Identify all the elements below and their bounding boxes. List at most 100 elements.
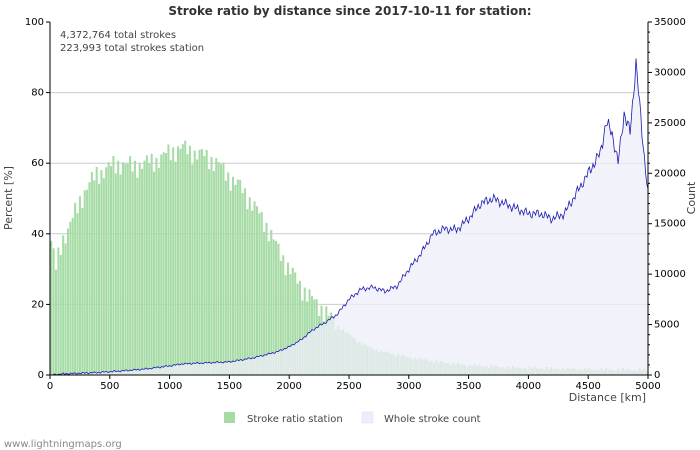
ratio-bar [165, 153, 168, 375]
ratio-bar [112, 155, 115, 375]
ratio-bar [181, 144, 184, 375]
ratio-bar [236, 179, 239, 375]
ratio-bar [193, 150, 196, 375]
ratio-bar [263, 231, 266, 375]
ratio-bar [174, 161, 177, 375]
ratio-bar [291, 267, 294, 375]
ratio-bar [71, 217, 74, 375]
legend-swatch-count [361, 411, 374, 424]
axes [46, 21, 652, 379]
ratio-bar [287, 262, 290, 375]
y-right-tick-label: 20000 [654, 168, 686, 179]
x-axis-label: Distance [km] [569, 391, 646, 404]
ratio-bar [296, 283, 299, 375]
ratio-bar [224, 180, 227, 375]
ratio-bar [69, 221, 72, 375]
ratio-bar [59, 254, 62, 375]
ratio-bar [253, 201, 256, 375]
ratio-bar [212, 170, 215, 375]
ratio-bar [303, 287, 306, 375]
ratio-bar [196, 159, 199, 375]
ratio-bar [64, 243, 67, 375]
ratio-bar [184, 140, 187, 375]
y-right-tick-label: 35000 [654, 17, 686, 28]
ratio-bar [133, 160, 136, 375]
ratio-bar [119, 174, 122, 375]
y-left-tick-label: 80 [31, 88, 44, 99]
ratio-bar [301, 300, 304, 375]
ratio-bar [294, 272, 297, 375]
ratio-bar [107, 162, 110, 375]
x-tick-label: 2500 [336, 381, 361, 392]
ratio-bar [95, 166, 98, 375]
ratio-bar [200, 148, 203, 375]
ratio-bar [138, 163, 141, 375]
ratio-bar [258, 213, 261, 375]
count-area-fill [52, 58, 649, 376]
y-axis-right-label: Count [685, 181, 698, 214]
x-tick-label: 2000 [276, 381, 301, 392]
ratio-bar [191, 164, 194, 375]
ratio-bar [167, 144, 170, 375]
ratio-bar [50, 240, 53, 375]
y-right-tick-label: 5000 [654, 320, 679, 331]
y-left-tick-label: 100 [25, 17, 44, 28]
ratio-bar [52, 248, 55, 375]
ratio-bar [246, 209, 249, 375]
ratio-bar [62, 235, 65, 375]
ratio-bar [265, 222, 268, 375]
count-line [52, 58, 649, 376]
ratio-bar [282, 255, 285, 375]
ratio-bar [267, 241, 270, 375]
ratio-bar [186, 154, 189, 375]
ratio-bar [251, 210, 254, 375]
ratio-bar [102, 178, 105, 375]
y-right-tick-label: 25000 [654, 118, 686, 129]
ratio-bar [208, 169, 211, 375]
legend-label-ratio: Stroke ratio station [247, 414, 343, 425]
y-right-tick-label: 15000 [654, 219, 686, 230]
ratio-bar [241, 192, 244, 375]
ratio-bars [50, 140, 648, 375]
ratio-bar [260, 211, 263, 375]
ratio-bar [289, 274, 292, 375]
info-station-strokes: 223,993 total strokes station [60, 43, 204, 54]
ratio-bar [114, 173, 117, 375]
ratio-bar [78, 196, 81, 375]
x-tick-label: 0 [47, 381, 53, 392]
count-area [52, 58, 649, 376]
ratio-bar [172, 147, 175, 375]
ratio-bar [160, 154, 163, 375]
chart-title: Stroke ratio by distance since 2017-10-1… [168, 4, 531, 18]
ratio-bar [229, 190, 232, 375]
ratio-bar [222, 162, 225, 375]
ratio-bar [86, 189, 89, 375]
ratio-bar [105, 167, 108, 375]
y-left-tick-label: 20 [31, 299, 44, 310]
ratio-bar [117, 160, 120, 375]
x-tick-label: 500 [100, 381, 119, 392]
info-total-strokes: 4,372,764 total strokes [60, 30, 176, 41]
ratio-bar [270, 230, 273, 375]
ratio-bar [54, 269, 58, 375]
y-left-tick-label: 0 [38, 370, 44, 381]
ratio-bar [284, 275, 287, 375]
y-left-tick-label: 40 [31, 229, 44, 240]
y-left-tick-label: 60 [31, 158, 44, 169]
ratio-bar [215, 158, 218, 375]
ratio-bar [279, 261, 282, 375]
ratio-bar [100, 170, 103, 375]
ratio-bar [179, 148, 182, 375]
ratio-bar [81, 207, 84, 375]
y-right-tick-label: 0 [654, 370, 660, 381]
x-tick-label: 5000 [635, 381, 660, 392]
ratio-bar [121, 162, 124, 375]
ratio-bar [57, 247, 60, 375]
ratio-bar [210, 157, 213, 375]
x-tick-label: 1500 [217, 381, 242, 392]
ratio-bar [131, 171, 134, 375]
tick-labels: 0 500 1000 1500 2000 2500 3000 3500 4000 4500 5000… [25, 17, 686, 392]
ratio-bar [169, 160, 172, 375]
ratio-bar [243, 188, 246, 375]
